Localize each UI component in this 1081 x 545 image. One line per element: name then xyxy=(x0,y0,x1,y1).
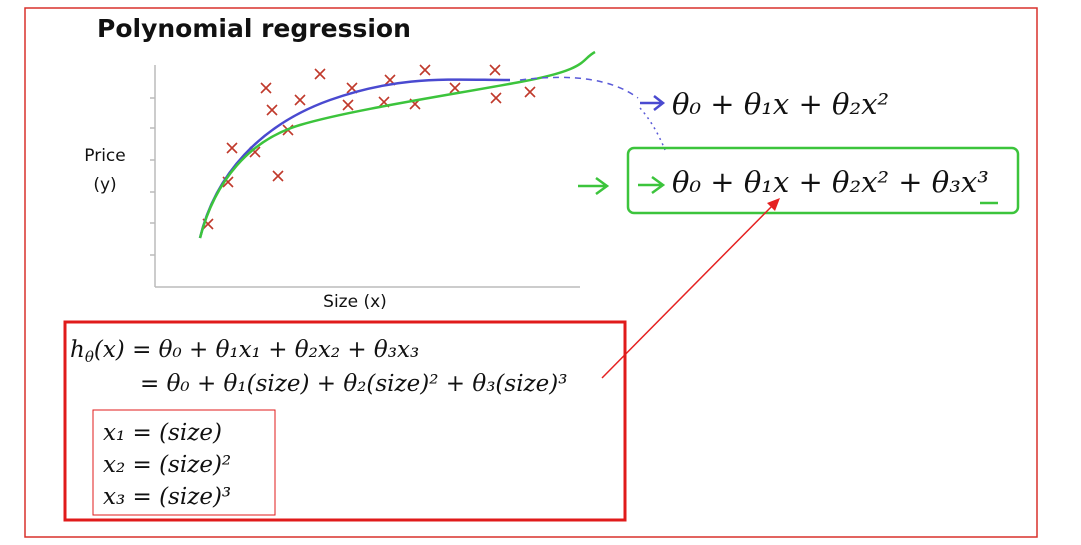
feature: x₂ = (size)² xyxy=(103,452,231,478)
green-arrow xyxy=(578,176,610,196)
cross xyxy=(272,170,284,182)
feature: x₁ = (size) xyxy=(103,420,222,446)
h-rest: (x) = θ₀ + θ₁x₁ + θ₂x₂ + θ₃x₃ xyxy=(94,337,419,363)
cubic-formula: θ₀ + θ₁x + θ₂x² + θ₃x³ xyxy=(672,165,989,199)
h-sub: θ xyxy=(85,348,94,366)
green-box xyxy=(626,146,1020,215)
cross xyxy=(490,92,502,104)
cross xyxy=(342,99,354,111)
cross xyxy=(524,86,536,98)
features-box xyxy=(92,409,276,516)
cross xyxy=(294,94,306,106)
data-points xyxy=(202,64,536,230)
axis-ticks xyxy=(150,97,155,256)
cross xyxy=(266,104,278,116)
x-label: Size (x) xyxy=(323,292,387,312)
y-label: Price xyxy=(84,146,125,166)
plot xyxy=(150,65,580,288)
hypothesis-box xyxy=(63,320,627,522)
cross xyxy=(260,82,272,94)
cross xyxy=(314,68,326,80)
red-arrowhead xyxy=(767,198,780,211)
red-arrow xyxy=(601,202,776,379)
green-arrow xyxy=(638,175,666,195)
blue-arrow xyxy=(640,95,666,111)
cubic-curve xyxy=(198,50,596,239)
feature: x₃ = (size)³ xyxy=(103,484,231,510)
hypothesis-line: = θ₀ + θ₁(size) + θ₂(size)² + θ₃(size)³ xyxy=(140,371,567,397)
y-label: (y) xyxy=(93,175,116,195)
slide-title: Polynomial regression xyxy=(97,14,411,43)
dashed-link xyxy=(519,76,639,99)
quadratic-formula: θ₀ + θ₁x + θ₂x² xyxy=(672,87,889,121)
cross xyxy=(449,82,461,94)
cross xyxy=(419,64,431,76)
cross xyxy=(226,142,238,154)
hypothesis-line: hθ(x) = θ₀ + θ₁x₁ + θ₂x₂ + θ₃x₃ xyxy=(70,337,419,366)
cross xyxy=(489,64,501,76)
h: h xyxy=(70,337,85,363)
frame xyxy=(24,7,1038,538)
